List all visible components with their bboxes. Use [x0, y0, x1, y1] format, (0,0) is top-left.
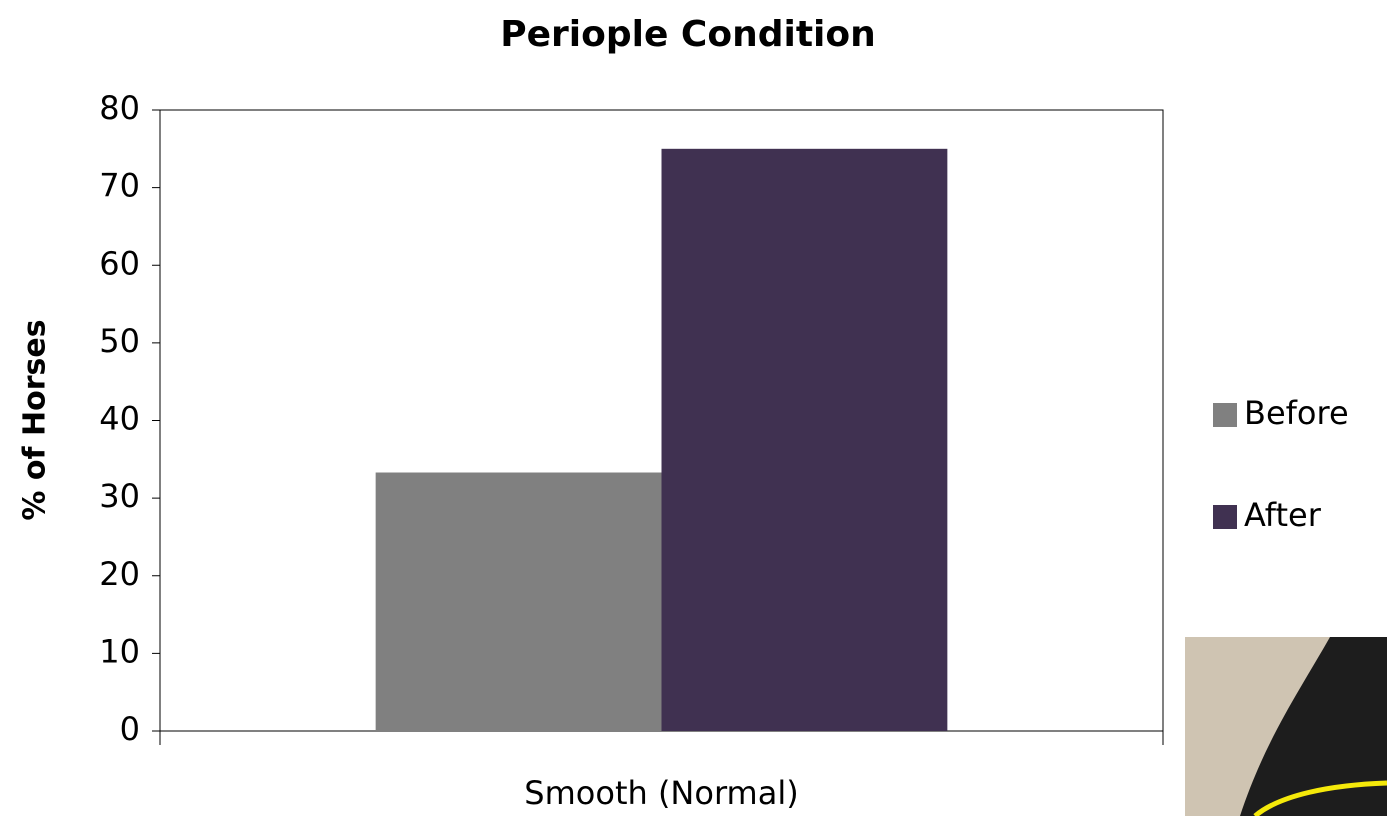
x-tick-label: Smooth (Normal) — [524, 774, 798, 812]
y-tick-label: 30 — [99, 477, 140, 515]
photo — [1185, 637, 1387, 816]
chart: Periople Condition % of Horses 0 10 20 30 40… — [0, 0, 1387, 816]
y-tick-label: 80 — [99, 89, 140, 127]
y-tick-label: 20 — [99, 555, 140, 593]
legend-label: After — [1244, 496, 1322, 534]
y-tick-label: 0 — [120, 710, 140, 748]
bar — [376, 473, 662, 731]
chart-title: Periople Condition — [500, 14, 876, 55]
bar — [662, 149, 948, 731]
legend-label: Before — [1244, 394, 1349, 432]
y-tick-label: 10 — [99, 632, 140, 670]
y-tick-label: 50 — [99, 322, 140, 360]
y-axis-label: % of Horses — [18, 319, 53, 520]
legend-swatch — [1213, 505, 1237, 529]
y-tick-label: 70 — [99, 167, 140, 205]
legend-swatch — [1213, 403, 1237, 427]
y-tick-label: 60 — [99, 244, 140, 282]
y-tick-label: 40 — [99, 400, 140, 438]
